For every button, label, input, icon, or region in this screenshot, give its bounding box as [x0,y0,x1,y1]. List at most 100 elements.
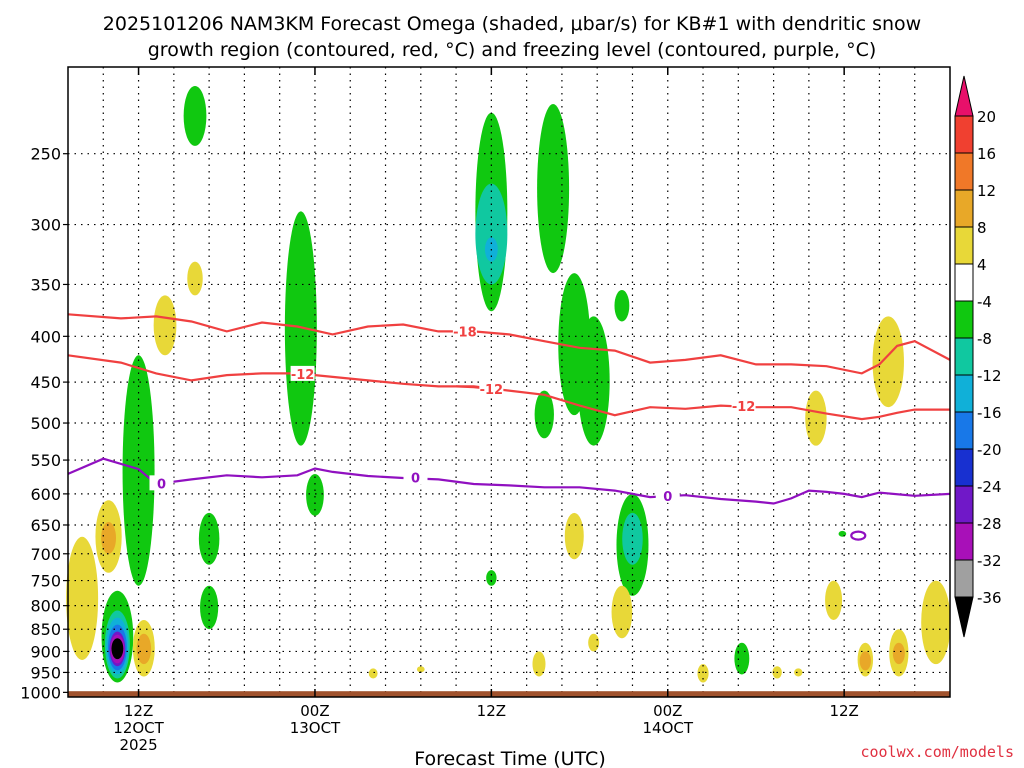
colorbar-label: 20 [977,108,996,126]
isotherm-label-bg [479,380,504,396]
omega-shaded-region [153,295,177,356]
isotherm-label-bg [290,365,315,381]
omega-shaded-region [136,633,152,665]
omega-shaded-region [475,183,508,285]
omega-shaded-region [588,633,600,652]
isotherm-label-bg [149,475,174,491]
y-tick-label: 350 [30,275,61,294]
omega-shaded-region [825,580,843,620]
colorbar-label: 8 [977,219,987,237]
isotherm-label: 0 [411,471,420,486]
colorbar-bottom-arrow [954,596,974,638]
colorbar-segment [954,337,974,376]
isotherm-label: 0 [663,490,672,505]
isotherm-label-bg [731,398,756,414]
colorbar-segment [954,448,974,487]
omega-shaded-region [534,390,554,439]
omega-shaded-region [486,570,497,586]
omega-shaded-region [872,316,904,408]
colorbar: 20 16 12 8 4 -4 -8 -12 -16 -20 -24 -28 -32 -36 [954,75,1002,638]
y-tick-label: 700 [30,545,61,564]
plot-area: -18 -12 -12 -12 0 0 0 250 300 350 400 450 500 550 600 6… [20,66,951,754]
y-tick-label: 250 [30,145,61,164]
x-tick-label: 12Z [477,702,506,720]
x-tick-label: 12Z [124,702,153,720]
omega-shaded-region [697,664,709,683]
omega-shaded-region [284,211,317,446]
x-tick-label: 13OCT [290,719,341,737]
colorbar-label: -4 [977,293,992,311]
omega-shaded-region [416,666,425,673]
omega-shaded-region [734,642,750,675]
x-tick-label: 00Z [300,702,329,720]
colorbar-segment [954,115,974,154]
y-tick-label: 900 [30,642,61,661]
isotherm-label-bg [655,487,680,503]
x-axis-label: Forecast Time (UTC) [414,748,605,768]
colorbar-segment [954,485,974,524]
y-tick-label: 850 [30,620,61,639]
colorbar-segment [954,189,974,228]
omega-shaded-region [66,536,99,660]
isotherm-label: -18 [453,325,477,340]
omega-shaded-region [187,261,203,296]
chart-title-line-2: growth region (contoured, red, °C) and f… [148,39,877,61]
colorbar-top-arrow [954,75,974,117]
omega-shaded-region [101,521,117,554]
colorbar-segment [954,411,974,450]
colorbar-segment [954,559,974,598]
x-tick-label: 12OCT [113,719,164,737]
isotherm-label-bg [403,469,428,485]
isotherm-line [67,313,951,375]
y-tick-label: 750 [30,572,61,591]
colorbar-label: -20 [977,441,1002,459]
colorbar-segment [954,374,974,413]
isotherm-label-bg [452,323,477,339]
x-tick-label: 2025 [119,736,157,754]
omega-shaded-region [892,642,905,665]
y-tick-label: 550 [30,451,61,470]
omega-shaded-region [622,512,643,565]
omega-shaded-region [859,651,871,671]
colorbar-label: 16 [977,145,996,163]
y-tick-label: 1000 [20,683,61,702]
omega-shaded-region [838,530,847,537]
omega-shaded-region [564,512,584,560]
freezing-level-loop [850,530,867,541]
colorbar-label: -36 [977,589,1002,607]
isotherm-line [67,457,951,505]
y-tick-label: 650 [30,516,61,535]
isotherm-line [67,354,950,421]
omega-shaded-region [611,585,633,639]
colorbar-label: -28 [977,515,1002,533]
y-tick-label: 950 [30,663,61,682]
isotherm-label: -12 [480,383,504,398]
y-tick-label: 400 [30,327,61,346]
isotherm-label: 0 [157,477,166,492]
colorbar-segment [954,522,974,561]
colorbar-segment [954,300,974,339]
omega-shaded-region [198,512,220,565]
y-tick-label: 600 [30,485,61,504]
x-tick-label: 12Z [829,702,858,720]
omega-shaded-region [537,104,570,274]
credit-text: coolwx.com/models [860,743,1014,761]
x-tick-label: 14OCT [642,719,693,737]
y-tick-label: 500 [30,414,61,433]
colorbar-label: -16 [977,404,1002,422]
y-tick-label: 450 [30,373,61,392]
x-tick-label: 00Z [653,702,682,720]
colorbar-label: 4 [977,256,987,274]
chart-title-line-1: 2025101206 NAM3KM Forecast Omega (shaded… [103,13,921,35]
colorbar-label: -12 [977,367,1002,385]
colorbar-segment [954,152,974,191]
colorbar-label: 12 [977,182,996,200]
isotherm-label: -12 [291,368,315,383]
omega-shaded-region [183,85,207,146]
omega-shaded-region [614,289,630,322]
colorbar-segment [954,226,974,265]
colorbar-label: -32 [977,552,1002,570]
isotherm-label: -12 [732,400,756,415]
omega-shaded-region [532,651,546,677]
